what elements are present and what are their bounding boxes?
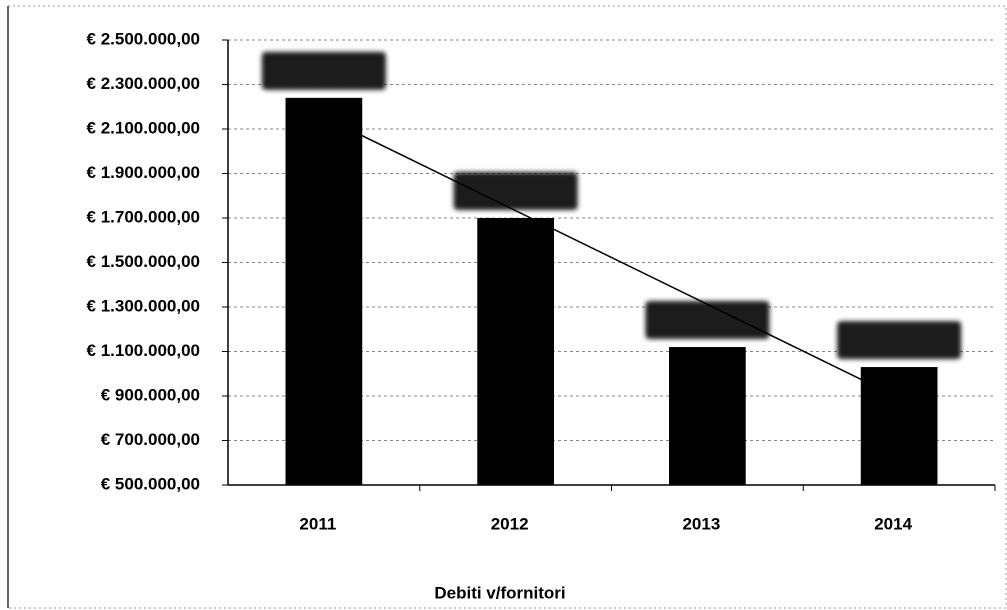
- bar: [860, 367, 938, 485]
- bar: [285, 97, 363, 485]
- x-axis-title: Debiti v/fornitori: [434, 583, 565, 602]
- y-tick-label: € 1.900.000,00: [87, 163, 200, 182]
- x-tick-label: 2012: [491, 514, 529, 533]
- bar: [477, 218, 554, 485]
- y-tick-label: € 2.100.000,00: [87, 118, 200, 137]
- label-blur: [645, 301, 770, 340]
- label-blur: [837, 321, 962, 360]
- x-tick-label: 2013: [682, 514, 720, 533]
- y-tick-label: € 1.300.000,00: [87, 296, 200, 315]
- y-tick-label: € 1.700.000,00: [87, 207, 200, 226]
- y-tick-label: € 1.100.000,00: [87, 341, 200, 360]
- trendline: [323, 116, 900, 399]
- x-tick-label: 2014: [874, 514, 912, 533]
- y-tick-label: € 900.000,00: [101, 385, 200, 404]
- y-tick-label: € 700.000,00: [101, 430, 200, 449]
- x-tick-label: 2011: [299, 514, 336, 533]
- label-blur: [261, 51, 386, 90]
- y-tick-label: € 2.300.000,00: [87, 74, 200, 93]
- label-blur: [453, 172, 578, 210]
- bar: [669, 347, 746, 485]
- y-tick-label: € 500.000,00: [101, 474, 200, 493]
- y-tick-label: € 1.500.000,00: [87, 252, 200, 271]
- y-tick-label: € 2.500.000,00: [87, 29, 200, 48]
